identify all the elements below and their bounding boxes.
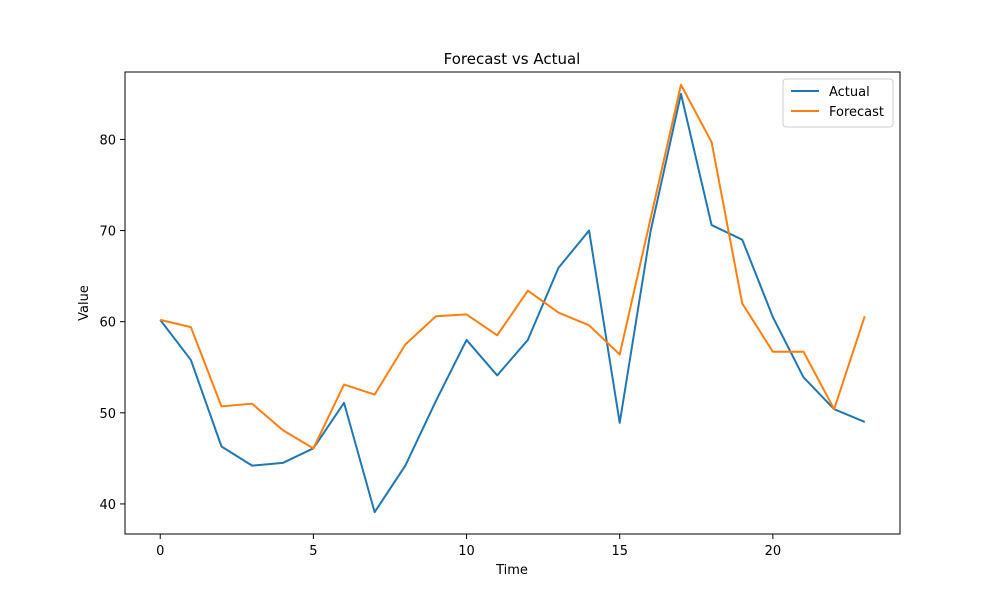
x-tick-label: 0 [156,544,164,559]
x-axis: 0 5 10 15 20 [156,534,781,559]
y-tick-label: 60 [99,316,116,331]
x-tick-label: 5 [309,544,317,559]
x-tick-label: 15 [611,544,628,559]
x-tick-label: 20 [765,544,782,559]
legend-label-forecast: Forecast [829,105,884,120]
series-line-forecast [159,83,866,450]
y-axis: 40 50 60 70 80 [99,133,125,513]
chart-title: Forecast vs Actual [444,50,581,68]
legend-label-actual: Actual [829,85,870,100]
legend: Actual Forecast [782,78,894,128]
y-tick-label: 70 [99,225,116,240]
x-axis-label: Time [495,563,528,578]
plot-area [124,71,901,535]
y-tick-label: 40 [99,498,116,513]
series-line-actual [159,92,866,514]
series-layer [159,83,866,514]
plot-frame [124,71,901,535]
y-tick-label: 50 [99,407,116,422]
y-tick-label: 80 [99,133,116,148]
y-axis-label: Value [77,285,92,321]
x-tick-label: 10 [458,544,475,559]
